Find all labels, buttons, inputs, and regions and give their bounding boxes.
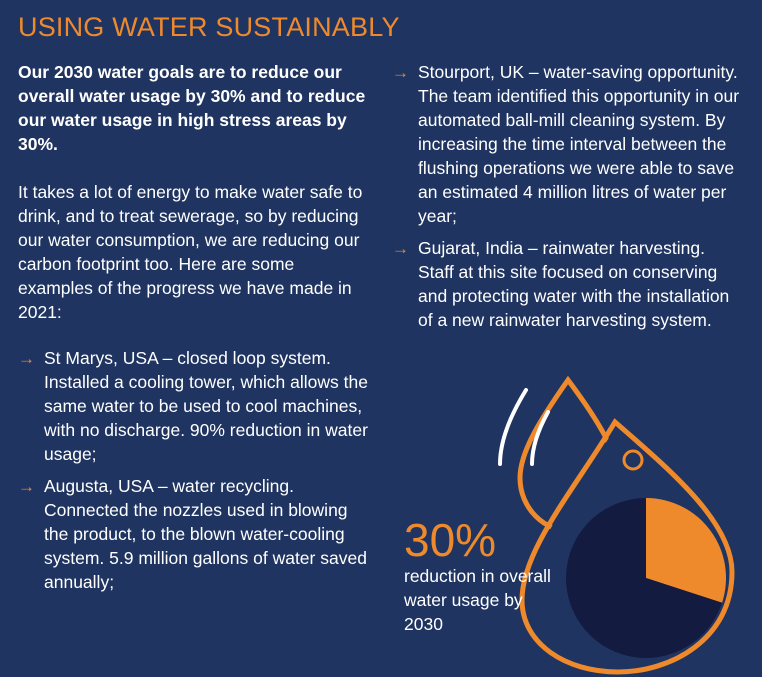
pie-chart [566, 498, 726, 658]
small-drop-highlight [530, 410, 550, 466]
body-paragraph: It takes a lot of energy to make water s… [18, 182, 363, 322]
stat-block: 30% reduction in overall water usage by … [404, 516, 554, 636]
list-item: → St Marys, USA – closed loop system. In… [18, 346, 370, 466]
arrow-right-icon: → [392, 239, 409, 258]
pie-slice-remainder [566, 498, 723, 658]
pie-slice-highlight [646, 498, 726, 603]
stat-caption: reduction in overall water usage by 2030 [404, 566, 551, 634]
large-drop-highlight [498, 388, 528, 466]
list-item-text: Stourport, UK – water-saving opportunity… [418, 62, 740, 226]
list-item: → Gujarat, India – rainwater harvesting.… [392, 236, 744, 332]
bullet-list-left: → St Marys, USA – closed loop system. In… [18, 346, 370, 594]
right-column: → Stourport, UK – water-saving opportuni… [392, 60, 744, 340]
page-title: USING WATER SUSTAINABLY [18, 12, 400, 42]
stat-value: 30% [404, 514, 497, 566]
list-item: → Stourport, UK – water-saving opportuni… [392, 60, 744, 228]
arrow-right-icon: → [392, 63, 409, 82]
intro-paragraph: Our 2030 water goals are to reduce our o… [18, 62, 366, 154]
list-item-text: St Marys, USA – closed loop system. Inst… [44, 348, 368, 464]
large-water-drop-icon [519, 418, 735, 675]
list-item-text: Gujarat, India – rainwater harvesting. S… [418, 238, 730, 330]
water-drop-graphic [498, 375, 735, 675]
list-item: → Augusta, USA – water recycling. Connec… [18, 474, 370, 594]
left-column: Our 2030 water goals are to reduce our o… [18, 60, 370, 602]
arrow-right-icon: → [18, 349, 35, 368]
bullet-list-right: → Stourport, UK – water-saving opportuni… [392, 60, 744, 332]
bubble-icon [622, 449, 644, 471]
arrow-right-icon: → [18, 477, 35, 496]
list-item-text: Augusta, USA – water recycling. Connecte… [44, 476, 367, 592]
